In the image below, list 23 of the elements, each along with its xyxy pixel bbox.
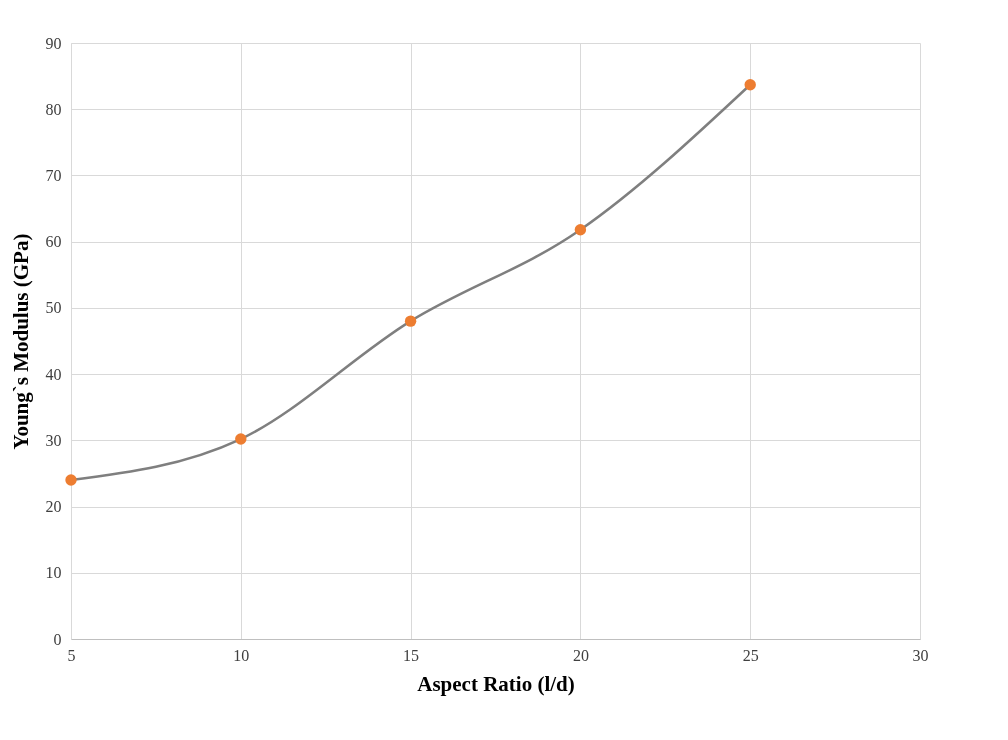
y-tick-label: 0	[53, 630, 62, 648]
y-tick-label: 80	[45, 100, 62, 118]
x-tick-label: 15	[403, 646, 420, 664]
y-tick-label: 70	[45, 166, 62, 184]
y-tick-label: 10	[45, 564, 62, 582]
x-tick-label: 10	[233, 646, 250, 664]
x-tick-label: 30	[912, 646, 929, 664]
y-tick-label: 60	[45, 233, 62, 251]
point	[404, 315, 417, 327]
x-tick-label: 20	[572, 646, 589, 664]
x-tick-label: 5	[67, 646, 76, 664]
y-axis-title: Young`s Modulus (GPa)	[8, 233, 33, 450]
point	[744, 79, 756, 91]
y-tick-label: 20	[45, 498, 62, 516]
y-tick-label: 50	[45, 299, 62, 317]
y-tick-label: 30	[45, 431, 62, 449]
y-tick-label: 40	[45, 365, 62, 383]
y-tick-label: 90	[45, 34, 62, 52]
point	[235, 433, 247, 445]
point	[65, 474, 77, 486]
point	[574, 224, 587, 236]
x-axis-title: Aspect Ratio (l/d)	[417, 671, 575, 696]
x-tick-label: 25	[742, 646, 759, 664]
